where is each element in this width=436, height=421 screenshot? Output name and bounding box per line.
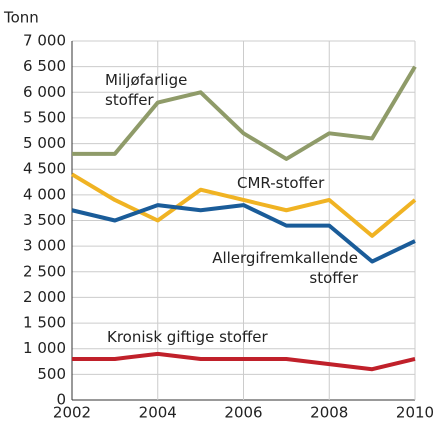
series-label: Kronisk giftige stoffer (107, 328, 268, 346)
y-tick-label: 500 (37, 365, 66, 383)
y-tick-label: 7 000 (23, 32, 66, 50)
y-tick-label: 1 000 (23, 339, 66, 357)
y-tick-label: 1 500 (23, 314, 66, 332)
y-tick-label: 5 500 (23, 108, 66, 126)
series-label: Miljøfarlige stoffer (105, 71, 188, 109)
series-line (72, 65, 417, 161)
x-tick-label: 2008 (310, 404, 348, 421)
y-axis-label: Tonn (3, 9, 39, 27)
y-tick-label: 6 500 (23, 57, 66, 75)
x-tick-label: 2006 (224, 404, 262, 421)
y-tick-label: 4 500 (23, 160, 66, 178)
x-tick-label: 2010 (396, 404, 434, 421)
series-line (70, 172, 417, 238)
x-tick-label: 2002 (53, 404, 91, 421)
y-tick-label: 4 000 (23, 185, 66, 203)
y-tick-label: 3 000 (23, 237, 66, 255)
x-tick-label: 2004 (139, 404, 177, 421)
series-line (71, 203, 416, 264)
y-tick-label: 3 500 (23, 211, 66, 229)
y-tick-label: 6 000 (23, 83, 66, 101)
y-tick-label: 5 000 (23, 134, 66, 152)
series-line (72, 351, 416, 372)
series-label: CMR-stoffer (237, 174, 325, 192)
y-tick-label: 0 (56, 391, 66, 409)
y-tick-label: 2 000 (23, 288, 66, 306)
series-label: Allergifremkallende stoffer (212, 249, 358, 287)
y-tick-label: 2 500 (23, 262, 66, 280)
